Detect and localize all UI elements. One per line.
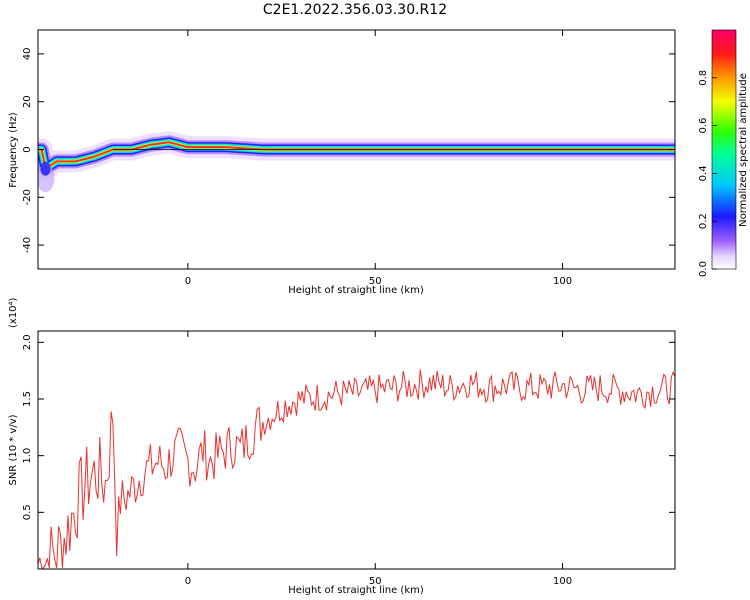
colorbar: 0.0 0.2 0.4 0.6 0.8 Normalized spectral ampl…	[698, 29, 749, 277]
snr-panel: 0 50 100 0.5 1.0 1.5 2.0 Height of straight l…	[8, 297, 676, 596]
snr-y-tick-label: 1.0	[22, 448, 33, 464]
snr-y-label: SNR (10 * v/v)	[8, 414, 19, 485]
colorbar-gradient	[711, 29, 737, 270]
spectrogram-y-tick-label: 0	[22, 146, 33, 152]
colorbar-tick-label: 0.0	[698, 261, 709, 277]
spectrogram-y-tick-label: -20	[22, 189, 33, 205]
spectrogram-x-tick-label: 0	[185, 276, 191, 287]
colorbar-label: Normalized spectral amplitude	[738, 73, 749, 227]
spectral-blob-core	[40, 161, 51, 176]
snr-frame	[37, 330, 676, 570]
snr-scale-note: (x10⁴)	[8, 297, 19, 328]
spectrogram-y-label: Frequency (Hz)	[8, 112, 19, 188]
spectrogram-x-tick-label: 50	[369, 276, 382, 287]
spectrogram-panel: 0 50 100 -40 -20 0 20 40 Height of straight li…	[8, 29, 676, 296]
snr-y-tick-label: 2.0	[22, 334, 33, 350]
spectrogram-heatmap	[38, 131, 675, 193]
snr-x-ticks: 0 50 100	[185, 331, 572, 587]
snr-x-label: Height of straight line (km)	[288, 585, 424, 596]
spectrogram-y-tick-label: 40	[22, 48, 33, 61]
colorbar-tick-label: 0.4	[698, 165, 709, 181]
snr-x-tick-label: 100	[553, 576, 572, 587]
colorbar-tick-label: 0.6	[698, 118, 709, 134]
spectrogram-x-ticks: 0 50 100	[185, 30, 572, 287]
snr-y-ticks: 0.5 1.0 1.5 2.0	[22, 334, 675, 520]
snr-x-tick-label: 50	[369, 576, 382, 587]
snr-y-tick-label: 1.5	[22, 391, 33, 407]
snr-series-line	[38, 369, 675, 569]
figure-title: C2E1.2022.356.03.30.R12	[263, 2, 447, 18]
snr-plot-area	[38, 369, 675, 569]
spectrogram-y-tick-label: 20	[22, 95, 33, 108]
colorbar-ticks: 0.0 0.2 0.4 0.6 0.8	[698, 70, 717, 277]
spectrogram-x-tick-label: 100	[553, 276, 572, 287]
colorbar-tick-label: 0.8	[698, 70, 709, 86]
colorbar-tick-label: 0.2	[698, 213, 709, 229]
spectrogram-y-ticks: -40 -20 0 20 40	[22, 48, 675, 253]
snr-y-tick-label: 0.5	[22, 504, 33, 520]
snr-x-tick-label: 0	[185, 576, 191, 587]
spectrogram-x-label: Height of straight line (km)	[288, 285, 424, 296]
spectrogram-y-tick-label: -40	[22, 237, 33, 253]
